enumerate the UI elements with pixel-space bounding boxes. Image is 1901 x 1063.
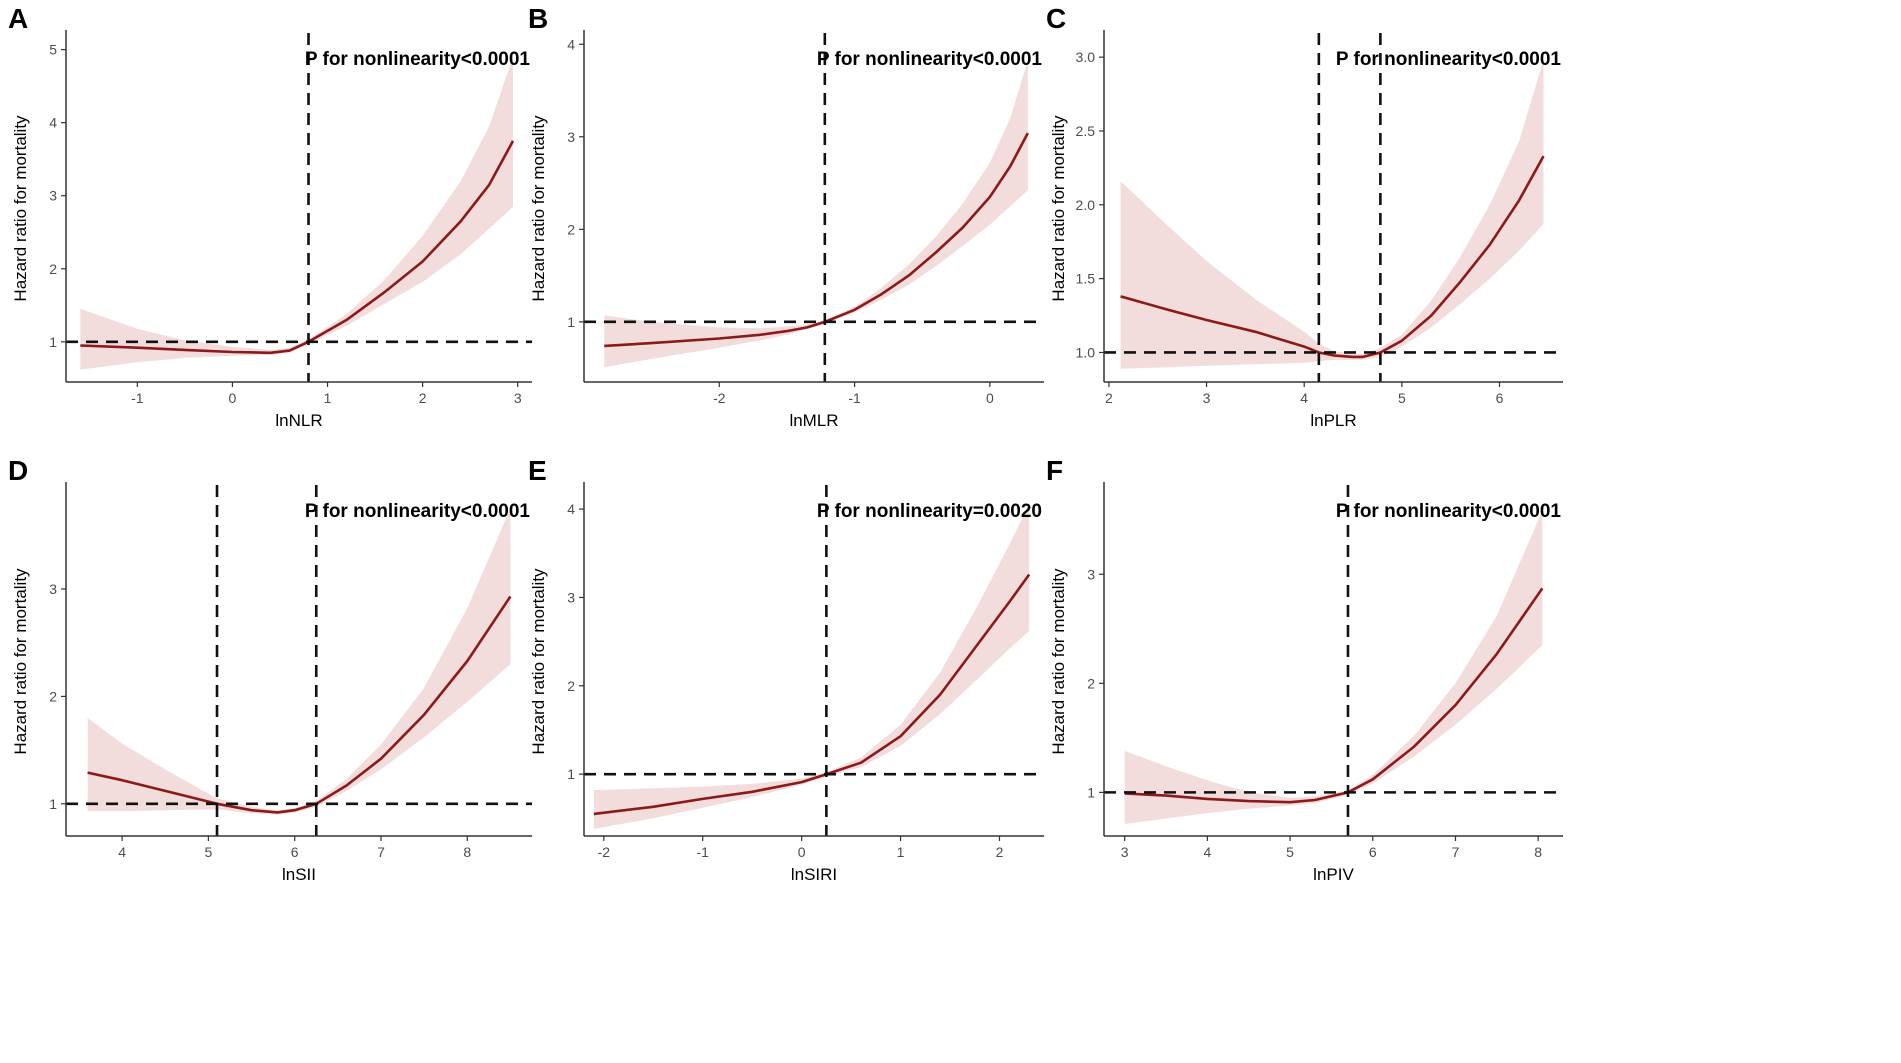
panel-c: C 2 3 4 5 6 1.0 1.5 2.0 2.5 3.0 lnPLR Hazard ratio f… (1046, 3, 1563, 430)
x-tick-label: 4 (1300, 390, 1308, 406)
panel-e: E -2 -1 0 1 2 1 2 3 4 lnSIRI Hazard ratio for morta… (528, 455, 1044, 884)
confidence-band (80, 56, 514, 370)
nonlinearity-annotation: P for nonlinearity<0.0001 (1336, 49, 1562, 70)
y-tick-label: 1.5 (1076, 271, 1096, 287)
y-axis-title: Hazard ratio for mortality (1049, 115, 1068, 302)
y-tick-label: 2 (567, 221, 575, 237)
x-axis-title: lnSIRI (791, 865, 837, 884)
y-tick-label: 5 (49, 42, 57, 58)
y-tick-label: 1 (1087, 784, 1095, 800)
panel-f: F 3 4 5 6 7 8 1 2 3 lnPIV Hazard ratio for mortalit… (1046, 455, 1563, 884)
x-tick-label: 0 (229, 390, 237, 406)
y-tick-label: 1 (567, 314, 575, 330)
y-tick-label: 2 (49, 261, 57, 277)
x-tick-label: 2 (996, 844, 1004, 860)
y-tick-label: 2 (49, 688, 57, 704)
hazard-ratio-line (593, 573, 1031, 816)
panel-letter: B (528, 3, 548, 34)
nonlinearity-annotation: P for nonlinearity=0.0020 (817, 501, 1042, 522)
x-axis-title: lnSII (282, 865, 316, 884)
y-tick-label: 2 (1087, 675, 1095, 691)
y-tick-label: 3.0 (1076, 49, 1096, 65)
x-tick-label: 8 (1534, 844, 1542, 860)
panel-a: A -1 0 1 2 3 1 2 3 4 5 lnNLR Hazard ratio for mortal… (8, 3, 532, 430)
panel-d: D 4 5 6 7 8 1 2 3 lnSII Hazard ratio for mortality… (8, 455, 532, 884)
x-tick-label: 7 (377, 844, 385, 860)
confidence-band (87, 508, 511, 815)
x-tick-label: 3 (514, 390, 522, 406)
x-tick-label: -1 (696, 844, 709, 860)
x-tick-label: 4 (1203, 844, 1211, 860)
confidence-band (1120, 60, 1544, 369)
x-tick-label: 5 (204, 844, 212, 860)
panel-letter: C (1046, 3, 1066, 34)
x-axis-title: lnNLR (275, 411, 322, 430)
x-tick-label: 0 (986, 390, 994, 406)
y-tick-label: 2.0 (1076, 197, 1096, 213)
x-tick-label: 6 (1369, 844, 1377, 860)
hazard-ratio-line (1120, 155, 1545, 359)
x-tick-label: 1 (324, 390, 332, 406)
y-axis-title: Hazard ratio for mortality (529, 568, 548, 755)
x-tick-label: 0 (798, 844, 806, 860)
panel-letter: F (1046, 455, 1063, 486)
y-tick-label: 3 (1087, 566, 1095, 582)
x-axis-title: lnPIV (1313, 865, 1354, 884)
nonlinearity-annotation: P for nonlinearity<0.0001 (1336, 501, 1562, 522)
y-tick-label: 4 (567, 501, 575, 517)
y-tick-label: 3 (49, 581, 57, 597)
y-axis-title: Hazard ratio for mortality (1049, 568, 1068, 755)
hazard-ratio-line (1124, 587, 1544, 804)
x-tick-label: 1 (897, 844, 905, 860)
y-tick-label: 3 (567, 129, 575, 145)
x-axis-title: lnPLR (1310, 411, 1356, 430)
hazard-ratio-line (604, 132, 1029, 348)
panel-letter: A (8, 3, 28, 34)
y-axis-title: Hazard ratio for mortality (529, 115, 548, 302)
y-tick-label: 3 (567, 589, 575, 605)
nonlinearity-annotation: P for nonlinearity<0.0001 (817, 49, 1043, 70)
x-tick-label: 7 (1452, 844, 1460, 860)
nonlinearity-annotation: P for nonlinearity<0.0001 (305, 501, 531, 522)
nonlinearity-annotation: P for nonlinearity<0.0001 (305, 49, 531, 70)
y-axis-title: Hazard ratio for mortality (11, 568, 30, 755)
panel-letter: E (528, 455, 547, 486)
x-tick-label: 8 (463, 844, 471, 860)
x-tick-label: 6 (1496, 390, 1504, 406)
y-tick-label: 2.5 (1076, 123, 1096, 139)
confidence-band (593, 504, 1030, 829)
y-tick-label: 1 (49, 796, 57, 812)
x-tick-label: 2 (419, 390, 427, 406)
panels-group: A -1 0 1 2 3 1 2 3 4 5 lnNLR Hazard ratio for mortal… (8, 3, 1563, 884)
x-tick-label: 6 (291, 844, 299, 860)
y-tick-label: 1 (49, 334, 57, 350)
x-tick-label: 4 (118, 844, 126, 860)
x-tick-label: -1 (131, 390, 144, 406)
x-tick-label: 3 (1203, 390, 1211, 406)
x-tick-label: -2 (598, 844, 611, 860)
x-tick-label: -1 (848, 390, 861, 406)
panel-letter: D (8, 455, 28, 486)
y-tick-label: 1.0 (1076, 344, 1096, 360)
y-tick-label: 2 (567, 678, 575, 694)
panel-b: B -2 -1 0 1 2 3 4 lnMLR Hazard ratio for mortalit… (528, 3, 1044, 430)
x-tick-label: 2 (1105, 390, 1113, 406)
y-tick-label: 4 (49, 115, 57, 131)
y-axis-title: Hazard ratio for mortality (11, 115, 30, 302)
x-tick-label: 5 (1286, 844, 1294, 860)
x-tick-label: -2 (713, 390, 726, 406)
y-tick-label: 3 (49, 188, 57, 204)
confidence-band (604, 60, 1028, 368)
hazard-ratio-line (87, 595, 512, 814)
x-tick-label: 3 (1121, 844, 1129, 860)
y-tick-label: 1 (567, 766, 575, 782)
x-tick-label: 5 (1398, 390, 1406, 406)
confidence-band (1124, 511, 1543, 824)
x-axis-title: lnMLR (789, 411, 838, 430)
y-tick-label: 4 (567, 36, 575, 52)
